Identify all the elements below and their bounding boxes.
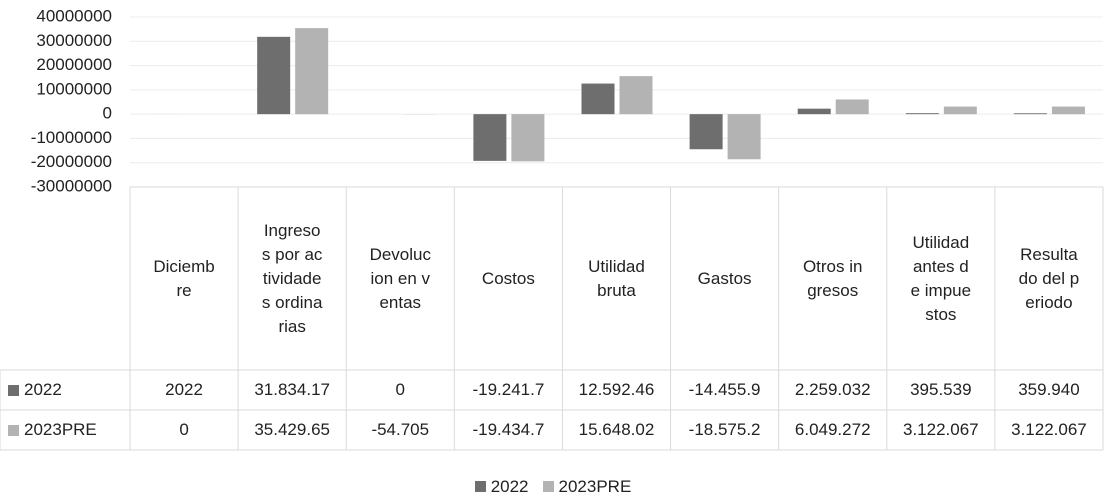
table-value: 2022 [165, 380, 203, 399]
y-tick-label: 40000000 [36, 6, 112, 25]
y-tick-label: 30000000 [36, 31, 112, 50]
bar [473, 114, 507, 161]
legend-swatch [8, 384, 19, 396]
bar [1051, 106, 1085, 115]
y-tick-label: 10000000 [36, 79, 112, 98]
y-tick-label: 0 [103, 104, 112, 123]
category-label: Ingresos por actividades ordinarias [261, 220, 323, 336]
legend-swatch [474, 481, 486, 492]
table-value: 2.259.032 [794, 380, 871, 399]
bar [581, 83, 615, 115]
category-label: Utilidad antes de impuestos [910, 232, 972, 324]
row-header: 2023PRE [0, 410, 130, 450]
row-header-text: 2023PRE [24, 420, 97, 439]
bar [727, 114, 761, 160]
legend-item: 2022 [474, 475, 529, 499]
y-tick-label: -20000000 [31, 152, 112, 171]
table-value: 359.940 [1018, 380, 1080, 399]
legend: 2022 2023PRE [0, 474, 1106, 500]
category-label: Otros ingresos [802, 256, 863, 300]
table-value: 395.539 [910, 380, 972, 399]
table-value: 12.592.46 [578, 380, 655, 399]
table-value: -19.241.7 [472, 380, 545, 399]
table-value: 15.648.02 [578, 420, 655, 439]
category-label: Utilidad bruta [588, 256, 645, 300]
category-label: Diciembre [153, 256, 215, 300]
bar [619, 76, 653, 115]
bar [835, 99, 869, 115]
legend-swatch [542, 481, 554, 492]
table-value: -19.434.7 [472, 420, 545, 439]
category-label: Resultado del periodo [1018, 244, 1080, 312]
table-value: 6.049.272 [794, 420, 871, 439]
table-value: 0 [395, 380, 405, 399]
y-tick-label: -10000000 [31, 128, 112, 147]
y-tick-label: -30000000 [31, 176, 112, 195]
bar [797, 108, 831, 115]
row-header: 2022 [0, 370, 130, 410]
category-label: Devolucion en ventas [369, 244, 431, 312]
table-value: 31.834.17 [254, 380, 330, 399]
bar [257, 36, 291, 115]
legend-label: 2023PRE [558, 477, 632, 496]
bar [511, 114, 545, 162]
table-value: -14.455.9 [688, 380, 761, 399]
legend-item: 2023PRE [542, 475, 632, 499]
table-value: -18.575.2 [688, 420, 761, 439]
legend-swatch [8, 424, 19, 436]
table-value: 3.122.067 [1011, 420, 1087, 439]
table-value: 0 [179, 420, 189, 439]
row-header-text: 2022 [24, 380, 62, 399]
bar [689, 114, 723, 150]
category-label: Costos [481, 268, 535, 288]
table-value: 3.122.067 [903, 420, 979, 439]
bar [943, 106, 977, 115]
bar [1013, 113, 1047, 115]
table-value: -54.705 [371, 420, 430, 439]
y-tick-label: 20000000 [36, 55, 112, 74]
table-value: 35.429.65 [254, 420, 330, 439]
bar [905, 113, 939, 115]
category-label: Gastos [697, 268, 752, 288]
legend-label: 2022 [490, 477, 529, 496]
bar [295, 28, 329, 115]
